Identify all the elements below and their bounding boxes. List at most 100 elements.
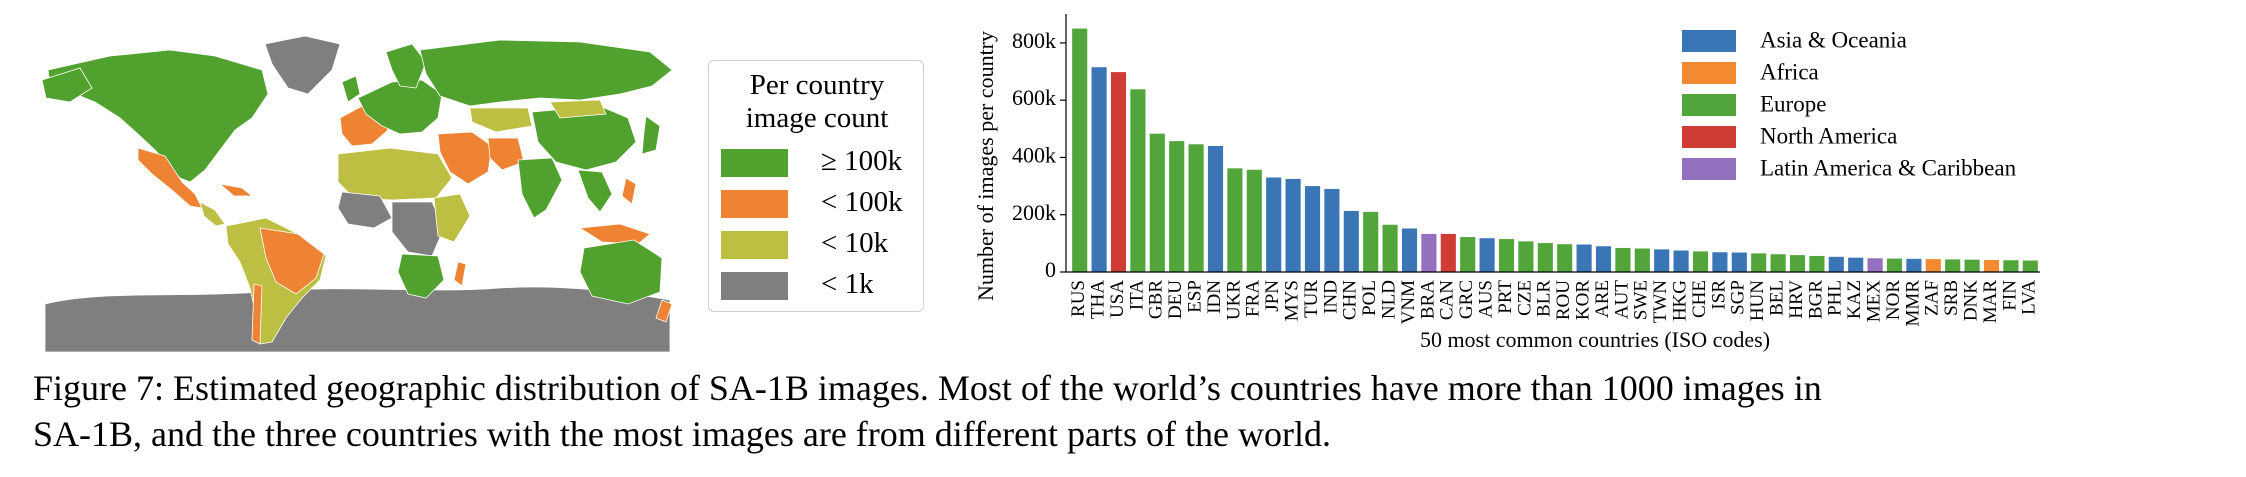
x-tick-label-BRA: BRA [1417, 280, 1438, 319]
bar-AUS [1479, 238, 1495, 272]
map-region-chile [251, 283, 263, 345]
x-tick-label-BEL: BEL [1766, 280, 1787, 316]
x-tick-label-ITA: ITA [1126, 280, 1147, 310]
chart-legend-label-2: Europe [1760, 91, 1826, 116]
x-tick-label-LVA: LVA [2019, 280, 2040, 315]
bar-TUR [1304, 186, 1321, 272]
y-tick-label-0: 0 [1045, 257, 1056, 282]
bar-BLR [1537, 243, 1553, 272]
legend-label-verylow: < 1k [821, 268, 874, 300]
x-tick-label-FRA: FRA [1243, 280, 1264, 317]
map-region-mexico [137, 147, 203, 209]
x-tick-label-IND: IND [1320, 280, 1341, 314]
x-tick-label-SGP: SGP [1728, 280, 1749, 315]
legend-swatch-medium [721, 190, 788, 218]
bar-ROU [1557, 244, 1573, 272]
chart-legend-label-3: North America [1760, 123, 1897, 148]
bar-SWE [1634, 248, 1650, 272]
chart-legend-label-1: Africa [1760, 59, 1819, 84]
y-tick-label-200k: 200k [1012, 200, 1056, 225]
y-axis-label: Number of images per country [973, 31, 998, 301]
map-region-north-africa [337, 147, 453, 201]
bar-MYS [1285, 178, 1301, 272]
x-tick-label-BGR: BGR [1805, 280, 1826, 319]
chart-legend-swatch-0 [1682, 30, 1736, 52]
map-region-se-asia [577, 169, 613, 213]
x-tick-label-MYS: MYS [1281, 280, 1302, 321]
bar-SRB [1945, 259, 1961, 272]
map-region-mongolia [549, 99, 607, 119]
map-legend: Per country image count ≥ 100k < 100k < … [708, 60, 924, 312]
map-region-east-africa [433, 193, 471, 243]
x-tick-label-AUS: AUS [1475, 280, 1496, 318]
x-tick-label-GBR: GBR [1146, 280, 1167, 319]
caption-line-1: Figure 7: Estimated geographic distribut… [33, 368, 1822, 408]
x-tick-label-MEX: MEX [1863, 280, 1884, 323]
x-tick-label-MMR: MMR [1902, 280, 1923, 327]
map-region-philippines [621, 177, 637, 205]
legend-swatch-low [721, 231, 788, 259]
x-tick-label-ESP: ESP [1184, 280, 1205, 313]
x-tick-label-NLD: NLD [1378, 280, 1399, 319]
x-tick-label-KAZ: KAZ [1844, 280, 1865, 319]
bar-KOR [1576, 244, 1592, 272]
caption-line-2: SA-1B, and the three countries with the … [33, 414, 1331, 454]
bar-MAR [1983, 259, 2000, 272]
bar-PHL [1828, 256, 1844, 272]
map-region-alaska [41, 67, 93, 103]
legend-swatch-verylow [721, 272, 788, 300]
bar-MEX [1867, 258, 1883, 272]
x-tick-label-FIN: FIN [1999, 280, 2020, 311]
x-tick-label-CHE: CHE [1689, 280, 1710, 318]
x-tick-label-SRB: SRB [1941, 280, 1962, 316]
bar-CZE [1518, 241, 1534, 272]
bar-GBR [1149, 133, 1165, 272]
bar-HRV [1789, 255, 1806, 272]
map-legend-title: Per country image count [709, 69, 925, 135]
x-tick-label-ZAF: ZAF [1922, 280, 1943, 316]
x-tick-label-VNM: VNM [1398, 280, 1419, 324]
x-tick-label-JPN: JPN [1262, 280, 1283, 312]
bar-BRA [1421, 233, 1437, 272]
map-region-india [517, 157, 563, 219]
x-tick-label-CAN: CAN [1437, 280, 1458, 320]
map-region-caribbean [218, 183, 254, 197]
map-region-russia [419, 39, 673, 107]
bar-AUT [1615, 247, 1631, 272]
x-tick-label-ISR: ISR [1708, 280, 1729, 310]
x-tick-label-PHL: PHL [1825, 280, 1846, 316]
figure-caption: Figure 7: Estimated geographic distribut… [33, 365, 2213, 457]
x-tick-label-HKG: HKG [1669, 280, 1690, 321]
chart-legend-swatch-3 [1682, 126, 1736, 148]
bar-SGP [1731, 252, 1747, 272]
bar-IND [1324, 188, 1340, 272]
map-region-madagascar [453, 261, 467, 287]
x-tick-label-POL: POL [1359, 280, 1380, 316]
x-tick-label-GRC: GRC [1456, 280, 1477, 319]
x-tick-label-TWN: TWN [1650, 280, 1671, 324]
bar-CAN [1440, 233, 1456, 272]
bar-ITA [1130, 89, 1146, 272]
x-tick-label-NOR: NOR [1883, 280, 1904, 320]
map-legend-title-line2: image count [745, 102, 889, 134]
bar-JPN [1266, 177, 1282, 272]
y-tick-label-400k: 400k [1012, 143, 1056, 168]
chart-legend-swatch-1 [1682, 62, 1736, 84]
chart-legend-swatch-4 [1682, 158, 1736, 180]
y-tick-label-800k: 800k [1012, 28, 1056, 53]
map-region-central-america [199, 201, 226, 227]
x-tick-label-AUT: AUT [1611, 280, 1632, 319]
bar-POL [1363, 211, 1379, 272]
bar-LVA [2022, 260, 2038, 272]
bar-GRC [1460, 237, 1476, 272]
bar-IDN [1207, 146, 1224, 272]
map-legend-title-line1: Per country [749, 69, 885, 101]
chart-legend-label-0: Asia & Oceania [1760, 27, 1907, 52]
bar-FIN [2003, 260, 2019, 272]
legend-label-medium: < 100k [821, 186, 903, 218]
bar-CHE [1692, 251, 1709, 272]
map-region-brazil [259, 227, 325, 295]
bar-ESP [1188, 144, 1204, 272]
x-tick-label-CHN: CHN [1340, 280, 1361, 320]
bar-NOR [1886, 258, 1903, 272]
